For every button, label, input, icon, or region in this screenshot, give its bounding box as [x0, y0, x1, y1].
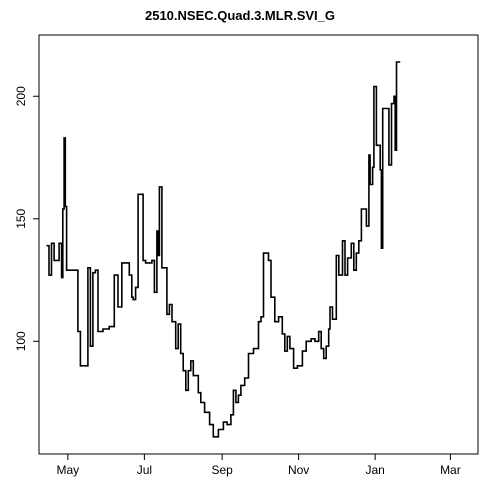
- y-axis: 100 150 200: [14, 86, 39, 351]
- x-tick-label: Jan: [365, 463, 384, 477]
- y-tick-label: 150: [14, 208, 28, 228]
- y-tick-label: 200: [14, 86, 28, 106]
- series-layer: [46, 61, 401, 438]
- chart-title: 2510.NSEC.Quad.3.MLR.SVI_G: [144, 8, 335, 23]
- x-tick-label: Nov: [288, 463, 309, 477]
- x-tick-label: Jul: [137, 463, 152, 477]
- x-axis: May Jul Sep Nov Jan Mar: [57, 454, 461, 477]
- x-tick-label: Mar: [440, 463, 461, 477]
- series-line: [46, 61, 401, 438]
- plot-frame: [38, 34, 479, 455]
- x-tick-label: Sep: [211, 463, 233, 477]
- y-tick-label: 100: [14, 331, 28, 351]
- x-tick-label: May: [57, 463, 80, 477]
